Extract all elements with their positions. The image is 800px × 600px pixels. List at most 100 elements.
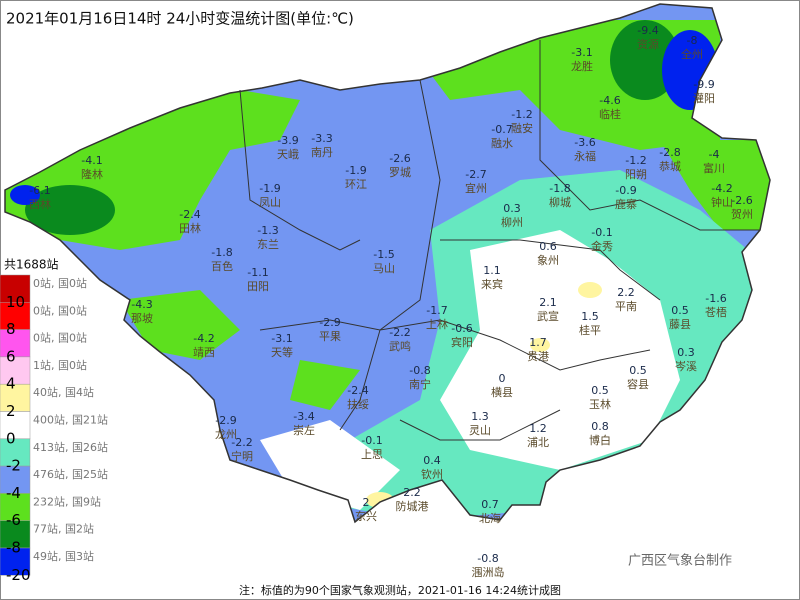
station-name: 武鸣	[389, 339, 411, 353]
station-name: 玉林	[589, 397, 611, 411]
legend-count: 400站, 国21站	[33, 413, 108, 427]
station-name: 柳城	[549, 195, 571, 209]
station-value: -2.7	[465, 168, 486, 181]
station-name: 柳州	[501, 215, 523, 229]
station-name: 上思	[361, 448, 383, 461]
station-value: 2.1	[539, 296, 557, 309]
station-name: 西林	[29, 197, 51, 211]
legend-swatch	[0, 383, 31, 412]
station-name: 来宾	[481, 277, 503, 291]
station-value: -1.7	[426, 304, 447, 317]
station-name: 全州	[681, 47, 703, 61]
station-name: 恭城	[659, 160, 681, 173]
legend-count: 49站, 国3站	[33, 549, 94, 563]
station-value: -4.6	[599, 94, 620, 107]
legend-count: 40站, 国4站	[33, 385, 94, 399]
station-name: 靖西	[193, 346, 215, 359]
station-value: -1.2	[625, 154, 646, 167]
station-value: 1.2	[529, 422, 547, 435]
station-value: -1.8	[211, 246, 232, 259]
legend-threshold: 8	[6, 320, 16, 338]
station-name: 浦北	[527, 436, 549, 449]
station-name: 鹿寨	[615, 197, 637, 211]
station-value: -2.4	[347, 384, 368, 397]
station-value: -4.2	[193, 332, 214, 345]
station-value: 2.2	[403, 486, 421, 499]
station-value: -3.1	[571, 46, 592, 59]
station-value: 0.5	[591, 384, 609, 397]
station-value: -3.9	[277, 134, 298, 147]
station-name: 钟山	[711, 195, 733, 209]
station-name: 龙州	[215, 428, 237, 441]
station-name: 东兰	[257, 238, 279, 251]
station-name: 武宣	[537, 309, 559, 323]
station-value: 0.6	[539, 240, 557, 253]
legend-threshold: -20	[6, 566, 31, 584]
station-name: 博白	[589, 433, 611, 447]
station-value: -2.4	[179, 208, 200, 221]
station-value: -2.2	[231, 436, 252, 449]
station-name: 永福	[574, 149, 596, 163]
station-name: 融水	[491, 137, 513, 150]
station-name: 容县	[627, 377, 649, 391]
station-value: -4.1	[81, 154, 102, 167]
station-name: 凤山	[259, 196, 281, 209]
station-value: 1.3	[471, 410, 489, 423]
station-name: 资源	[637, 37, 659, 51]
legend-threshold: 2	[6, 402, 16, 420]
legend-threshold: 10	[6, 293, 25, 311]
station-name: 宜州	[465, 181, 487, 195]
station-value: -0.1	[591, 226, 612, 239]
station-name: 隆林	[81, 167, 103, 181]
station-name: 金秀	[591, 239, 613, 253]
station-value: 0.4	[423, 454, 441, 467]
station-value: -0.8	[477, 552, 498, 565]
station-value: 1.5	[581, 310, 599, 323]
station-value: -0.8	[409, 364, 430, 377]
station-name: 藤县	[669, 318, 691, 331]
credit: 广西区气象台制作	[628, 553, 732, 569]
legend-count: 413站, 国26站	[33, 440, 108, 454]
station-name: 阳朔	[625, 168, 647, 181]
station-name: 田阳	[247, 280, 269, 293]
station-name: 灌阳	[693, 92, 715, 105]
station-value: -4.3	[131, 298, 152, 311]
station-value: -1.3	[257, 224, 278, 237]
station-value: 2.2	[617, 286, 635, 299]
station-name: 马山	[373, 262, 395, 275]
station-value: -3.4	[293, 410, 314, 423]
legend-threshold: -6	[6, 511, 21, 529]
station-name: 北海	[479, 511, 501, 525]
station-value: 0.5	[671, 304, 689, 317]
legend-swatch	[0, 438, 31, 467]
legend-threshold: -8	[6, 539, 21, 557]
station-name: 富川	[703, 161, 725, 175]
station-value: -0.6	[451, 322, 472, 335]
station-name: 扶绥	[347, 397, 369, 411]
station-value: -3.6	[574, 136, 595, 149]
station-value: -2.6	[389, 152, 410, 165]
station-name: 南丹	[311, 146, 333, 159]
station-name: 融安	[511, 121, 533, 135]
station-name: 东兴	[355, 510, 377, 523]
station-value: -2.2	[389, 326, 410, 339]
legend-count: 77站, 国2站	[33, 522, 94, 536]
station-value: 0.8	[591, 420, 609, 433]
station-value: -4	[709, 148, 720, 161]
station-name: 田林	[179, 221, 201, 235]
station-name: 临桂	[599, 107, 621, 121]
station-name: 宾阳	[451, 335, 473, 349]
legend-swatch	[0, 411, 31, 440]
legend-count: 232站, 国9站	[33, 494, 101, 508]
station-value: -1.5	[373, 248, 394, 261]
station-name: 防城港	[396, 499, 429, 513]
station-name: 环江	[345, 178, 367, 191]
station-name: 贵港	[527, 350, 549, 363]
station-value: 0	[499, 372, 506, 385]
station-name: 涠洲岛	[472, 565, 505, 579]
legend-count: 0站, 国0站	[33, 303, 87, 317]
station-name: 钦州	[421, 468, 443, 481]
station-name: 桂平	[579, 323, 601, 337]
station-value: -2.6	[731, 194, 752, 207]
legend-swatch	[0, 356, 31, 385]
